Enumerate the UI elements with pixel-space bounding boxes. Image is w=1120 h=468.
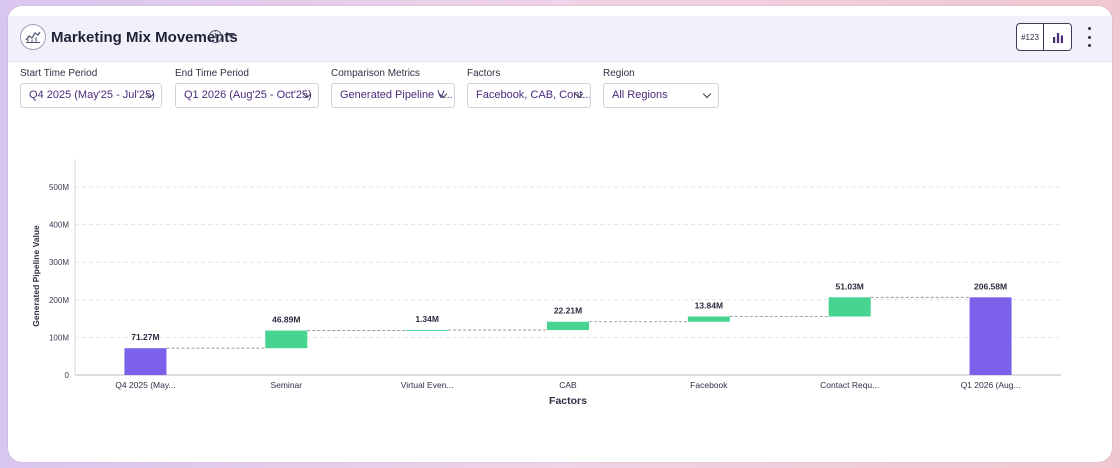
card-header: Marketing Mix Movements i #123 bbox=[8, 16, 1112, 62]
bar bbox=[969, 297, 1012, 375]
y-tick-label: 400M bbox=[49, 221, 69, 230]
x-tick-label: Q1 2026 (Aug... bbox=[961, 380, 1021, 390]
filter-region: Region All Regions bbox=[603, 68, 719, 108]
filter-comparison-metrics: Comparison Metrics Generated Pipeline V.… bbox=[331, 68, 455, 108]
bar bbox=[124, 348, 167, 375]
y-tick-label: 300M bbox=[49, 258, 69, 267]
select-value: All Regions bbox=[612, 89, 668, 101]
x-tick-label: Seminar bbox=[270, 380, 302, 390]
chart-view-button[interactable] bbox=[1044, 24, 1071, 50]
select-value: Q1 2026 (Aug'25 - Oct'25) bbox=[184, 89, 312, 101]
filter-label: Start Time Period bbox=[20, 68, 98, 79]
comparison-metrics-select[interactable]: Generated Pipeline V... bbox=[331, 83, 455, 108]
number-view-button[interactable]: #123 bbox=[1017, 24, 1044, 50]
x-tick-label: Q4 2025 (May... bbox=[115, 380, 175, 390]
kebab-menu-icon[interactable] bbox=[1084, 27, 1094, 47]
filter-start-time-period: Start Time Period Q4 2025 (May'25 - Jul'… bbox=[20, 68, 162, 108]
filter-label: Region bbox=[603, 68, 635, 79]
view-toggle: #123 bbox=[1016, 23, 1072, 51]
select-value: Facebook, CAB, Cont... bbox=[476, 89, 591, 101]
filter-label: End Time Period bbox=[175, 68, 249, 79]
x-tick-label: CAB bbox=[559, 380, 577, 390]
data-label: 51.03M bbox=[836, 281, 864, 291]
info-icon[interactable]: i bbox=[209, 30, 222, 43]
bar bbox=[265, 330, 308, 349]
data-label: 71.27M bbox=[131, 332, 159, 342]
filter-label: Comparison Metrics bbox=[331, 68, 420, 79]
bar bbox=[828, 297, 871, 317]
bar-chart-icon bbox=[1052, 32, 1063, 43]
y-tick-label: 200M bbox=[49, 296, 69, 305]
chevron-down-icon bbox=[702, 89, 712, 99]
y-tick-label: 0 bbox=[65, 371, 70, 380]
select-value: Generated Pipeline V... bbox=[340, 89, 453, 101]
region-select[interactable]: All Regions bbox=[603, 83, 719, 108]
data-label: 206.58M bbox=[974, 281, 1007, 291]
page-title: Marketing Mix Movements bbox=[51, 29, 238, 46]
data-label: 1.34M bbox=[415, 314, 439, 324]
filter-end-time-period: End Time Period Q1 2026 (Aug'25 - Oct'25… bbox=[175, 68, 319, 108]
x-tick-label: Facebook bbox=[690, 380, 728, 390]
data-label: 22.21M bbox=[554, 306, 582, 316]
select-value: Q4 2025 (May'25 - Jul'25) bbox=[29, 89, 155, 101]
bar bbox=[406, 330, 449, 332]
factors-select[interactable]: Facebook, CAB, Cont... bbox=[467, 83, 591, 108]
start-time-select[interactable]: Q4 2025 (May'25 - Jul'25) bbox=[20, 83, 162, 108]
x-tick-label: Contact Requ... bbox=[820, 380, 879, 390]
x-tick-label: Virtual Even... bbox=[401, 380, 454, 390]
end-time-select[interactable]: Q1 2026 (Aug'25 - Oct'25) bbox=[175, 83, 319, 108]
bar bbox=[547, 321, 589, 331]
filter-label: Factors bbox=[467, 68, 501, 79]
waterfall-chart: 0 100M 200M 300M 400M 500M 71.27M Q4 2025 (May.… bbox=[31, 159, 1061, 407]
marketing-mix-card: Marketing Mix Movements i #123 Start Tim… bbox=[8, 6, 1112, 462]
title-dropdown-caret-icon[interactable] bbox=[227, 33, 235, 38]
y-tick-label: 500M bbox=[49, 183, 69, 192]
y-tick-label: 100M bbox=[49, 333, 69, 342]
data-label: 13.84M bbox=[695, 301, 723, 311]
y-axis-title: Generated Pipeline Value bbox=[31, 225, 41, 327]
chart-logo-icon bbox=[20, 24, 46, 50]
bar bbox=[687, 316, 730, 322]
filter-factors: Factors Facebook, CAB, Cont... bbox=[467, 68, 591, 108]
x-axis-title: Factors bbox=[549, 395, 587, 407]
data-label: 46.89M bbox=[272, 315, 300, 325]
